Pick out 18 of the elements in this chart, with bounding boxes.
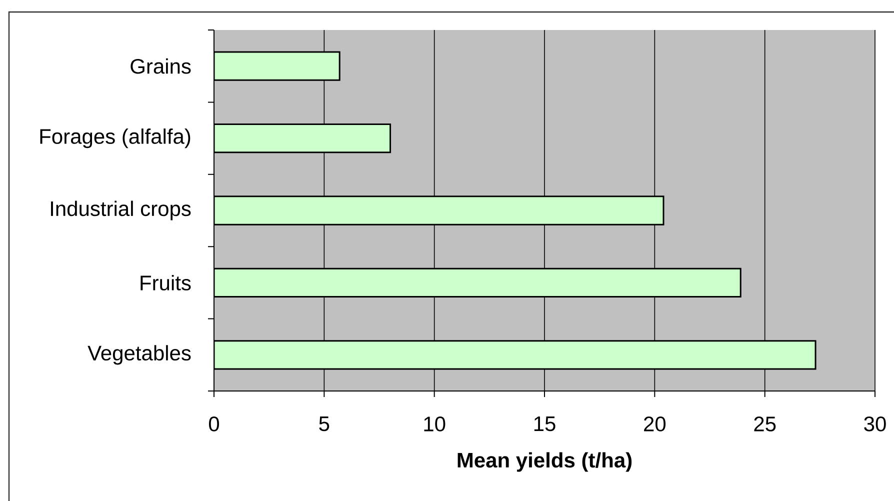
x-tick-label: 30 (864, 416, 886, 432)
y-tick-label: Vegetables (88, 345, 191, 365)
x-tick-label: 15 (534, 416, 556, 432)
y-tick-label: Fruits (140, 274, 191, 290)
bar (214, 268, 742, 298)
y-tick-label: Forages (alfalfa) (40, 128, 190, 148)
y-tick-label: Grains (130, 58, 191, 74)
x-tick-label: 5 (319, 416, 330, 432)
bar (214, 123, 392, 154)
bar (214, 51, 340, 81)
bar (214, 196, 664, 226)
x-tick-label: 0 (208, 416, 220, 432)
y-tick-label: Industrial crops (51, 200, 191, 220)
x-tick-label: 20 (644, 416, 666, 432)
x-tick-label: 25 (754, 416, 776, 432)
x-tick-label: 10 (424, 416, 446, 432)
bar (214, 340, 816, 370)
x-axis-title: Mean yields (t/ha) (458, 452, 632, 472)
